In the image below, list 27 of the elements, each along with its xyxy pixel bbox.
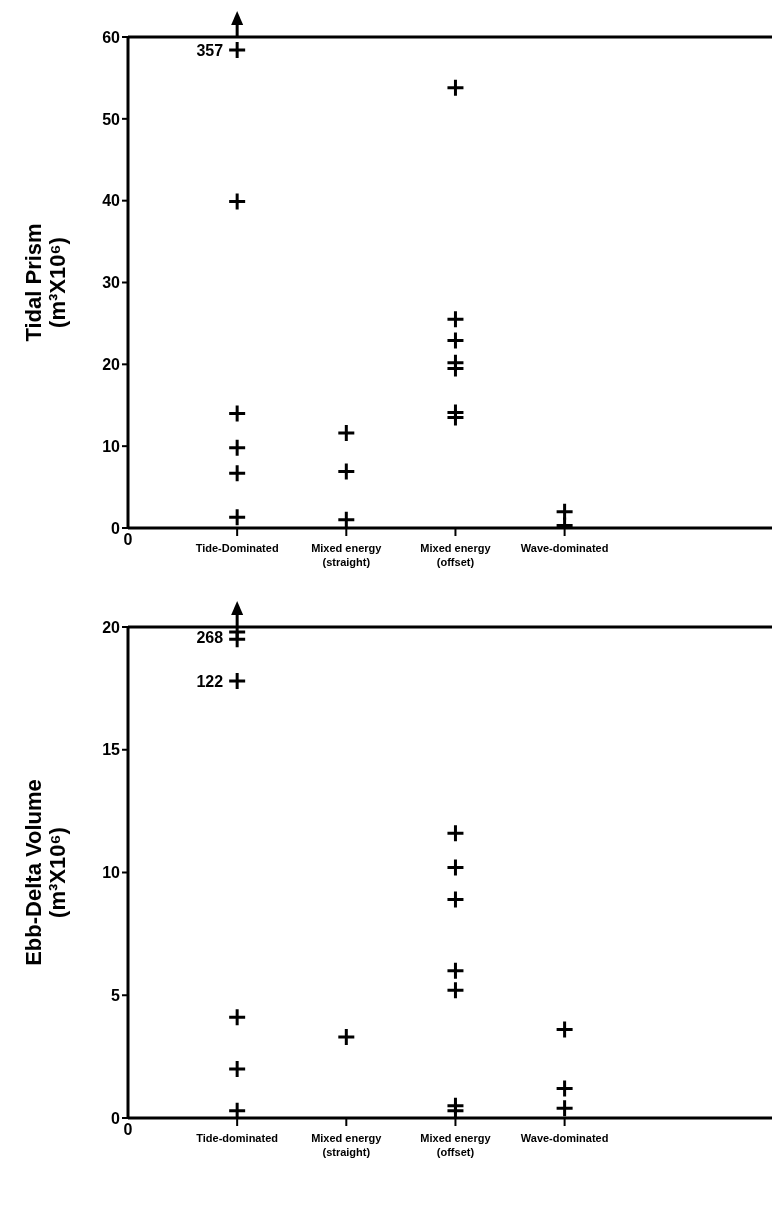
annotation: 357 xyxy=(196,41,224,59)
y-axis-title: Tidal Prism (m³X10⁶) xyxy=(21,223,70,342)
y-tick-label: 10 xyxy=(102,864,121,882)
x-tick-label: Mixed energy (straight) xyxy=(311,542,383,568)
y-tick-label: 40 xyxy=(102,192,121,210)
x-tick-label: Tide-Dominated xyxy=(195,542,279,554)
y-tick-label: 0 xyxy=(111,519,121,537)
x-tick-label: Mixed energy (offset) xyxy=(420,542,492,568)
y-tick-label: 20 xyxy=(102,356,121,374)
x-tick-label: Tide-dominated xyxy=(196,1132,278,1144)
y-tick-label: 5 xyxy=(111,986,121,1004)
annotation: 268 xyxy=(196,628,224,646)
annotation: 122 xyxy=(196,672,224,690)
text: 0 xyxy=(123,531,133,549)
y-tick-label: 20 xyxy=(102,618,121,636)
y-tick-label: 30 xyxy=(102,274,121,292)
x-tick-label: Mixed energy (straight) xyxy=(311,1132,383,1158)
y-tick-label: 0 xyxy=(111,1109,121,1127)
y-axis-title: Ebb-Delta Volume (m³X10⁶) xyxy=(21,779,70,966)
y-tick-label: 60 xyxy=(102,28,121,46)
y-tick-label: 15 xyxy=(102,741,121,759)
y-tick-label: 10 xyxy=(102,437,121,455)
x-tick-label: Wave-dominated xyxy=(520,1132,609,1144)
text: 0 xyxy=(123,1121,133,1139)
x-tick-label: Wave-dominated xyxy=(520,542,609,554)
x-tick-label: Mixed energy (offset) xyxy=(420,1132,492,1158)
y-tick-label: 50 xyxy=(102,110,121,128)
